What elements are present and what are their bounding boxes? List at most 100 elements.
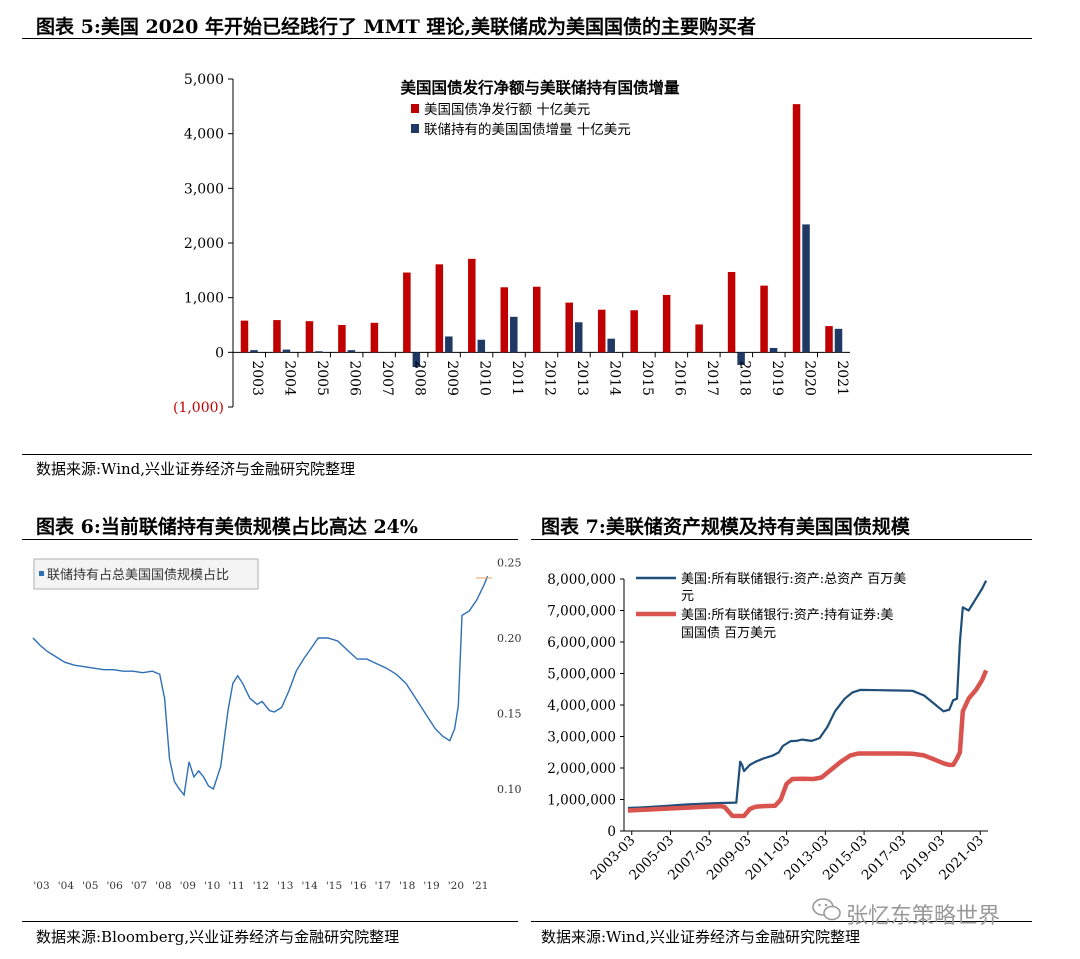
x-tick-label: '04 xyxy=(58,880,75,892)
x-tick-label-2020: 2020 xyxy=(801,360,817,396)
x-tick-label: '13 xyxy=(277,880,293,892)
y-tick-label: 8,000,000 xyxy=(547,572,616,588)
x-tick-label: 2009-03 xyxy=(704,833,755,884)
x-tick-label-2009: 2009 xyxy=(444,360,460,396)
bar-issuance-2020 xyxy=(792,104,801,353)
x-tick-label: 2005-03 xyxy=(626,833,677,884)
x-tick-label: '16 xyxy=(350,880,367,892)
fig7-source: 数据来源:Wind,兴业证券经济与金融研究院整理 xyxy=(541,928,861,946)
x-tick-label: 2011-03 xyxy=(742,833,793,884)
bar-fed-holding-2018 xyxy=(737,352,745,365)
fig6-title-rule xyxy=(22,539,518,540)
bar-issuance-2007 xyxy=(370,322,379,353)
x-tick-label-2018: 2018 xyxy=(736,360,752,396)
bar-issuance-2016 xyxy=(662,294,671,353)
y-tick-label: 0.20 xyxy=(497,632,522,645)
y-tick-label: 5,000 xyxy=(184,72,224,88)
x-tick-label-2021: 2021 xyxy=(834,360,850,396)
fig5-source-rule xyxy=(22,454,1032,455)
legend-label: 联储持有的美国国债增量 十亿美元 xyxy=(424,122,631,138)
bar-issuance-2014 xyxy=(597,309,606,353)
bar-issuance-2010 xyxy=(468,258,476,353)
legend-label-treasuries: 美国:所有联储银行:资产:持有证券:美 xyxy=(681,607,894,623)
x-tick-label: 2007-03 xyxy=(665,833,716,884)
x-tick-label: 2021-03 xyxy=(936,833,987,884)
bar-issuance-2021 xyxy=(825,326,833,353)
y-tick-label: 0.10 xyxy=(497,783,522,796)
y-tick-label: 4,000,000 xyxy=(547,698,616,714)
x-tick-label-2005: 2005 xyxy=(314,360,330,396)
y-tick-label: 0.15 xyxy=(497,708,522,721)
x-tick-label: '03 xyxy=(33,880,49,892)
y-tick-label: (1,000) xyxy=(173,400,224,416)
x-tick-label: '12 xyxy=(253,880,269,892)
legend-box xyxy=(33,558,259,590)
bar-issuance-2012 xyxy=(533,286,541,353)
x-tick-label-2015: 2015 xyxy=(639,360,655,396)
bar-issuance-2003 xyxy=(240,320,249,353)
x-tick-label-2010: 2010 xyxy=(477,360,493,396)
x-tick-label: '05 xyxy=(82,880,98,892)
fig7-title: 图表 7:美联储资产规模及持有美国国债规模 xyxy=(541,516,910,538)
fig5-title: 图表 5:美国 2020 年开始已经践行了 MMT 理论,美联储成为美国国债的主… xyxy=(36,16,757,38)
x-tick-label-2014: 2014 xyxy=(606,360,622,396)
x-tick-label-2019: 2019 xyxy=(769,360,785,396)
x-tick-label: 2015-03 xyxy=(820,833,871,884)
x-tick-label: '08 xyxy=(155,880,171,892)
x-tick-label-2017: 2017 xyxy=(704,360,720,396)
x-tick-label: '09 xyxy=(180,880,196,892)
x-tick-label-2003: 2003 xyxy=(249,360,265,396)
legend-swatch xyxy=(411,124,419,133)
bar-issuance-2017 xyxy=(695,324,703,353)
fig7-title-rule xyxy=(531,539,1032,540)
x-tick-label: '14 xyxy=(302,880,319,892)
x-tick-label-2011: 2011 xyxy=(509,360,525,396)
x-tick-label-2007: 2007 xyxy=(379,360,395,396)
fig6-source: 数据来源:Bloomberg,兴业证券经济与金融研究院整理 xyxy=(36,928,400,946)
x-tick-label-2006: 2006 xyxy=(347,360,363,396)
legend-label-treasuries-wrap: 国国债 百万美元 xyxy=(681,626,776,641)
total-assets-line xyxy=(627,580,988,810)
fig5-source: 数据来源:Wind,兴业证券经济与金融研究院整理 xyxy=(36,460,356,478)
y-tick-label: 2,000,000 xyxy=(547,761,616,777)
bar-fed-holding-2003 xyxy=(250,350,258,353)
bar-issuance-2005 xyxy=(305,321,314,353)
x-tick-label: '11 xyxy=(228,880,244,892)
x-tick-label-2016: 2016 xyxy=(671,360,687,396)
bar-issuance-2019 xyxy=(760,285,768,353)
chart1-title: 美国国债发行净额与美联储持有国债增量 xyxy=(400,78,680,97)
bar-fed-holding-2005 xyxy=(315,351,323,353)
legend-label: 联储持有占总美国国债规模占比 xyxy=(47,568,229,583)
y-tick-label: 3,000,000 xyxy=(547,730,616,746)
y-tick-label: 4,000 xyxy=(184,127,224,143)
x-tick-label: '19 xyxy=(423,880,439,892)
bar-fed-holding-2013 xyxy=(574,322,583,353)
legend-swatch xyxy=(411,104,419,113)
x-tick-label-2012: 2012 xyxy=(542,360,558,396)
y-tick-label: 3,000 xyxy=(184,181,224,197)
y-tick-label: 0 xyxy=(215,345,224,361)
wechat-logo-icon xyxy=(812,898,841,921)
bar-fed-holding-2006 xyxy=(347,350,356,353)
bar-fed-holding-2011 xyxy=(510,316,518,353)
y-tick-label: 0.25 xyxy=(497,557,522,570)
legend-swatch xyxy=(39,571,44,576)
x-tick-label: '07 xyxy=(131,880,147,892)
y-tick-label: 1,000,000 xyxy=(547,793,616,809)
bar-issuance-2009 xyxy=(435,264,444,353)
x-tick-label-2013: 2013 xyxy=(574,360,590,396)
y-tick-label: 0 xyxy=(607,824,616,840)
bar-fed-holding-2009 xyxy=(445,336,453,353)
x-tick-label-2004: 2004 xyxy=(282,360,298,396)
x-tick-label: 2003-03 xyxy=(588,833,639,884)
bar-fed-holding-2020 xyxy=(802,224,810,353)
bar-fed-holding-2008 xyxy=(412,352,421,368)
x-tick-label: '20 xyxy=(448,880,464,892)
legend-label-total-assets-wrap: 元 xyxy=(681,589,694,604)
x-tick-label: '18 xyxy=(399,880,415,892)
legend-label: 美国国债净发行额 十亿美元 xyxy=(424,102,590,118)
bar-issuance-2006 xyxy=(338,325,346,353)
